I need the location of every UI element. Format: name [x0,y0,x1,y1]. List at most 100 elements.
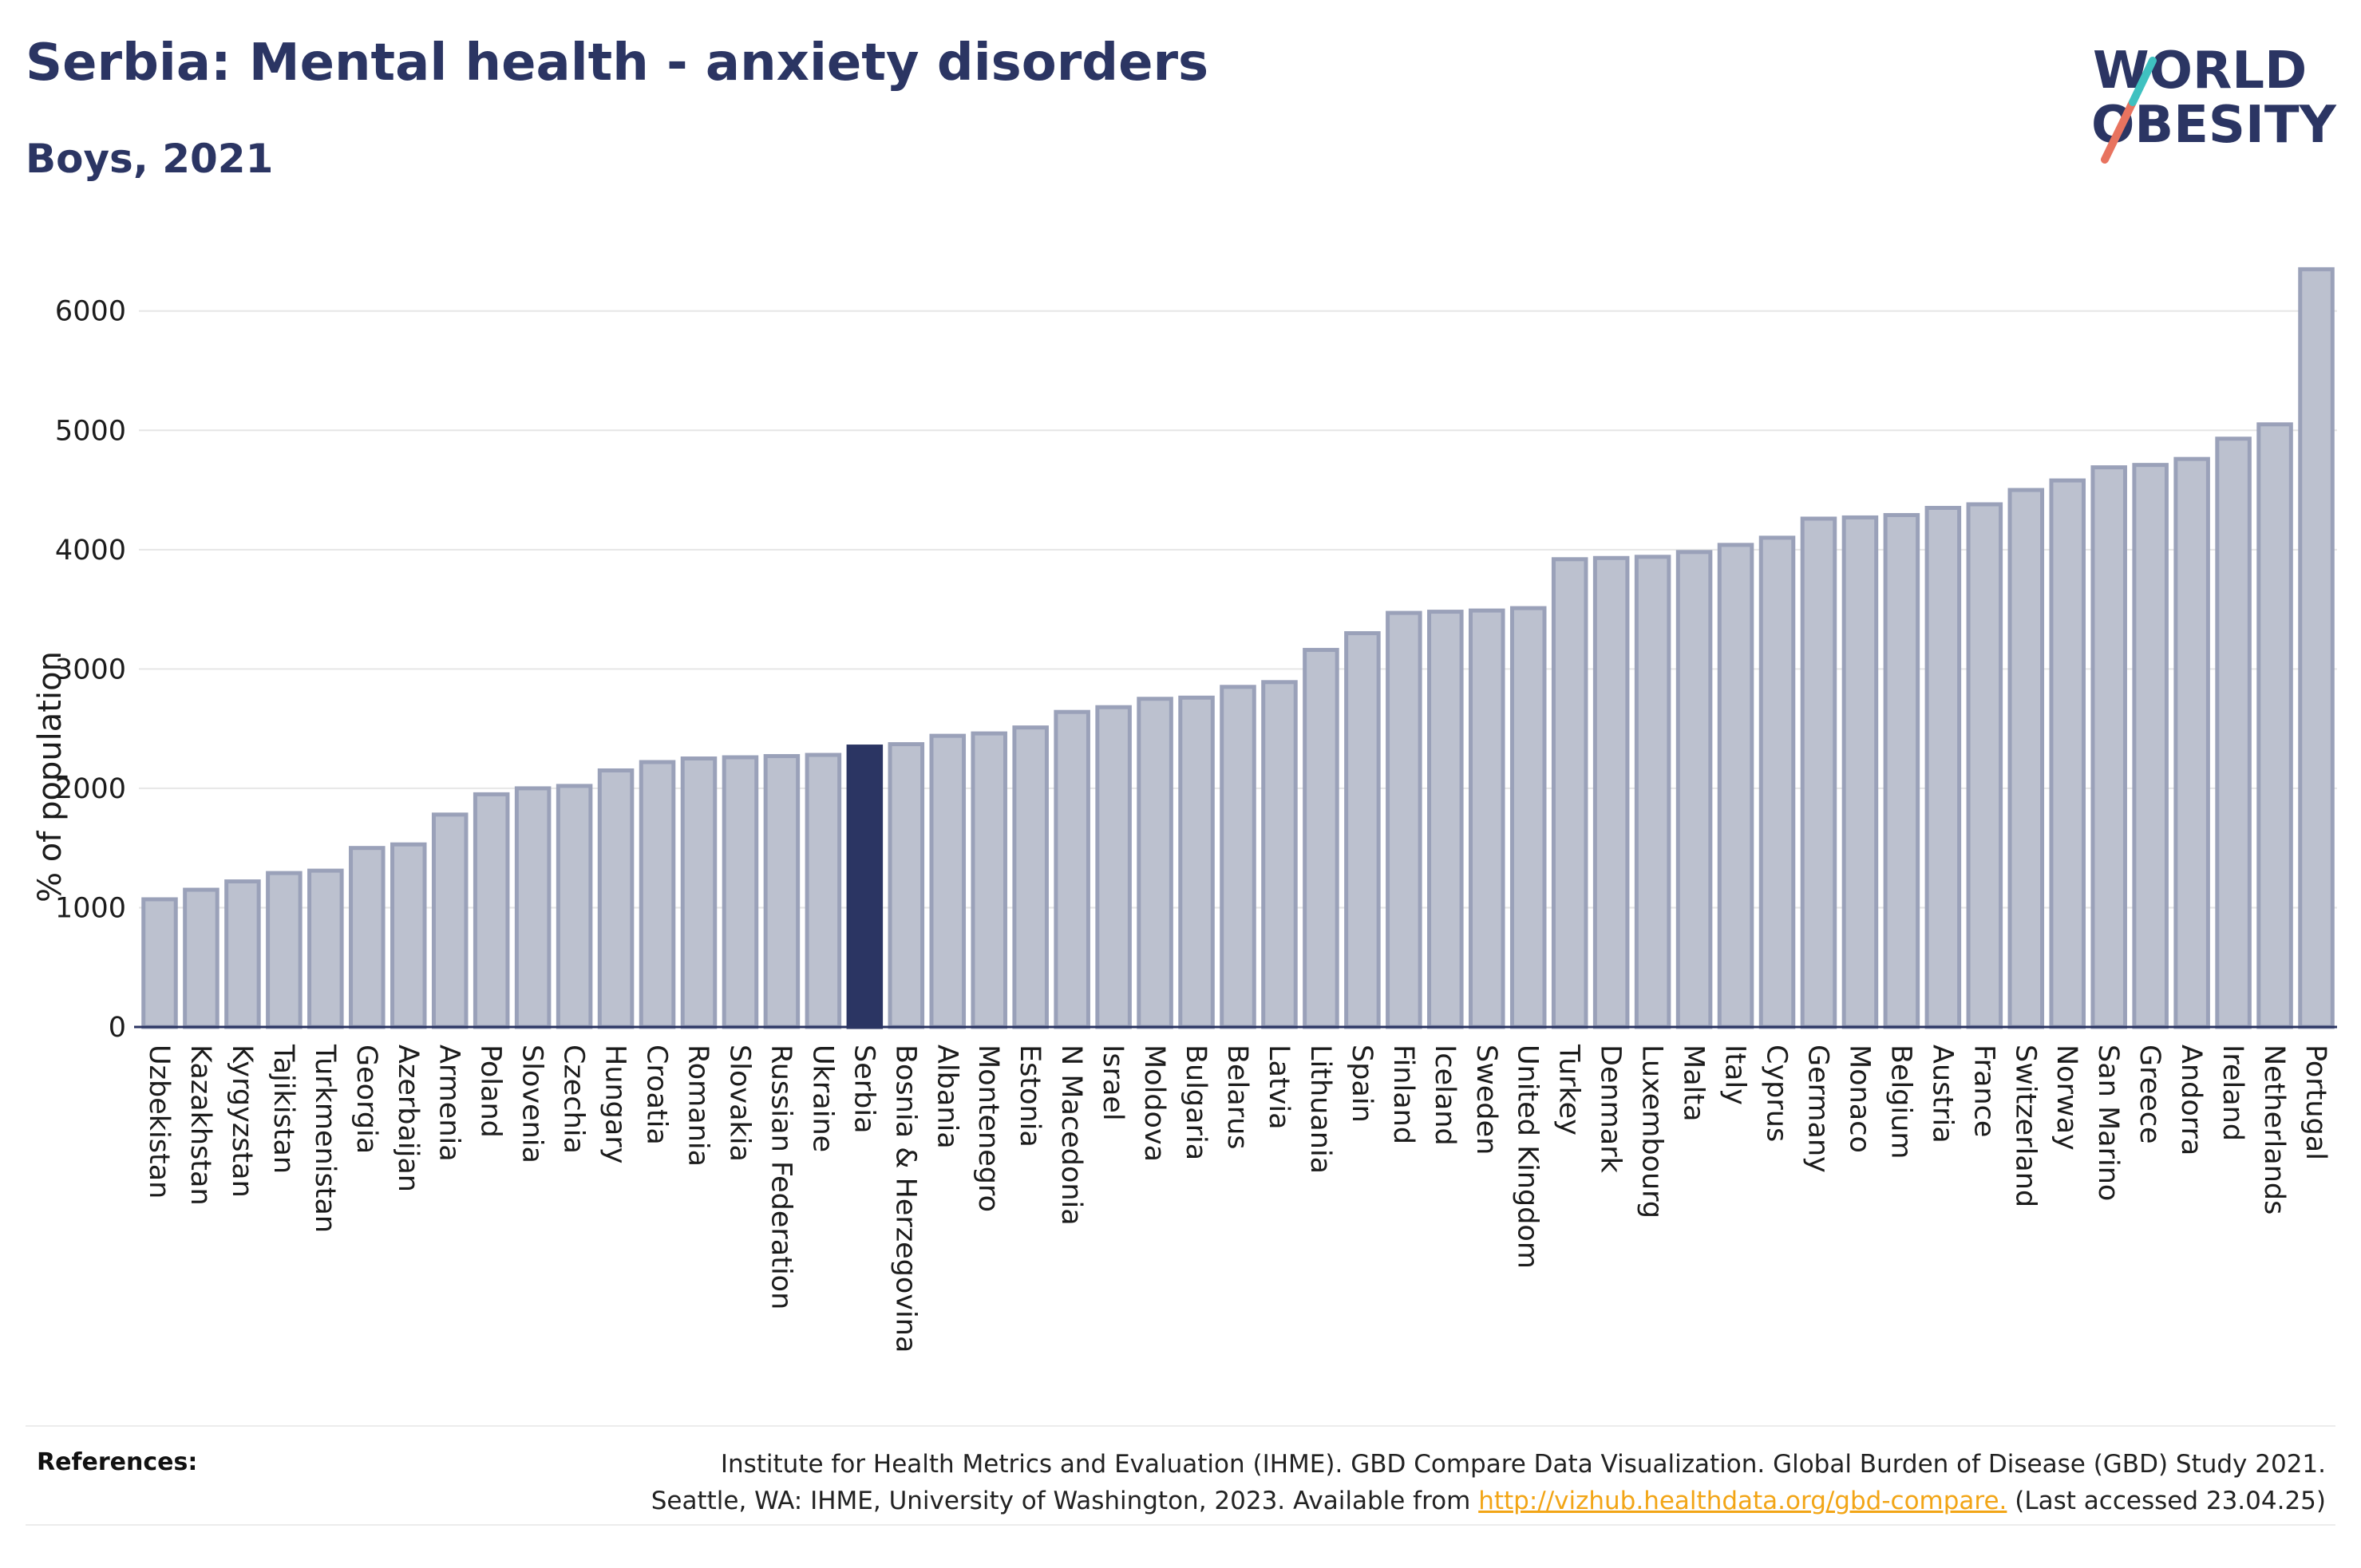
bar-finland [1386,610,1422,1029]
bar-montenegro [971,731,1007,1029]
bar-ukraine [805,752,842,1029]
bar-cyprus [1758,535,1796,1029]
x-tick-label: Bulgaria [1180,1045,1212,1160]
bar-luxembourg [1634,555,1671,1029]
bar-russian-federation [763,754,801,1029]
bar-albania [929,733,967,1029]
x-tick-label: Albania [931,1045,963,1149]
x-tick-label: Italy [1719,1045,1751,1105]
x-tick-label: Azerbaijan [392,1045,424,1192]
y-tick-label: 3000 [55,654,126,685]
x-tick-label: San Marino [2092,1045,2124,1201]
x-tick-label: Cyprus [1761,1045,1793,1142]
chart-subtitle: Boys, 2021 [26,136,274,182]
bar-portugal [2298,267,2335,1029]
x-tick-label: United Kingdom [1512,1045,1544,1269]
bar-netherlands [2256,422,2293,1029]
x-tick-label: Germany [1801,1045,1833,1173]
bar-bosnia-herzegovina [888,742,925,1029]
bar-israel [1095,705,1132,1029]
x-tick-label: Luxembourg [1636,1045,1668,1218]
y-tick-label: 6000 [55,296,126,328]
x-tick-label: Montenegro [972,1045,1004,1212]
bar-estonia [1012,725,1049,1029]
bar-belarus [1220,685,1256,1029]
bar-austria [1924,505,1962,1029]
x-tick-label: Lithuania [1304,1045,1336,1174]
x-tick-label: Russian Federation [765,1045,797,1309]
x-tick-label: Kazakhstan [184,1045,216,1206]
y-tick-label: 2000 [55,773,126,805]
bar-lithuania [1303,647,1339,1029]
bar-norway [2049,478,2086,1029]
references-line-2-suffix: (Last accessed 23.04.25) [2007,1487,2326,1515]
logo-line-world: WORLD [2093,41,2307,101]
bar-uzbekistan [141,897,178,1029]
logo-slash-teal [2129,57,2157,106]
x-tick-label: Armenia [433,1045,465,1162]
bar-poland [473,792,510,1029]
x-tick-label: Ireland [2217,1045,2248,1141]
x-tick-label: Belgium [1884,1045,1916,1159]
references-line-2-prefix: Seattle, WA: IHME, University of Washing… [651,1487,1479,1515]
bar-monaco [1841,515,1879,1029]
x-tick-label: Norway [2051,1045,2082,1151]
bar-czechia [556,784,593,1029]
x-tick-label: Slovakia [723,1045,755,1162]
x-tick-label: Latvia [1263,1045,1295,1130]
x-tick-label: Poland [475,1045,507,1138]
x-tick-label: Denmark [1595,1045,1627,1174]
bar-slovenia [514,786,552,1029]
bar-azerbaijan [390,842,427,1029]
references-line-2: Seattle, WA: IHME, University of Washing… [651,1483,2326,1519]
bar-n-macedonia [1054,709,1090,1029]
references-link[interactable]: http://vizhub.healthdata.org/gbd-compare… [1478,1487,2007,1515]
bar-croatia [639,760,676,1029]
x-tick-label: Slovenia [516,1045,548,1163]
x-tick-label: Spain [1346,1045,1378,1123]
bar-italy [1717,543,1754,1029]
bar-kazakhstan [183,887,219,1029]
chart-title: Serbia: Mental health - anxiety disorder… [26,34,1209,93]
bar-sweden [1469,608,1505,1029]
bar-turkmenistan [307,868,344,1029]
bar-malta [1675,550,1713,1029]
x-tick-label: Switzerland [2009,1045,2041,1207]
x-tick-label: Greece [2134,1045,2165,1144]
x-tick-label: Portugal [2300,1045,2331,1160]
bar-tajikistan [266,871,303,1029]
references-label: References: [37,1448,198,1476]
bar-bulgaria [1178,695,1215,1029]
bar-iceland [1427,610,1464,1029]
bars [141,267,2335,1029]
x-tick-label: Croatia [641,1045,673,1145]
x-tick-label: Bosnia & Herzegovina [889,1045,921,1353]
bar-chart: 0 1000 2000 3000 4000 5000 6000 Uzbekistan Kaza… [32,267,2337,1353]
bar-serbia [846,745,884,1029]
references-line-1: Institute for Health Metrics and Evaluat… [720,1450,2326,1479]
world-obesity-logo: WORLD OBESITY [2091,41,2336,164]
y-tick-label: 5000 [55,415,126,447]
x-tick-label: Serbia [848,1045,880,1134]
bar-kyrgyzstan [224,879,261,1029]
y-axis-ticks: 0 1000 2000 3000 4000 5000 6000 [55,296,126,1044]
bar-moldova [1137,697,1173,1029]
x-tick-label: Romania [682,1045,714,1167]
x-tick-label: Turkey [1553,1044,1585,1136]
x-tick-label: Moldova [1138,1045,1170,1162]
x-tick-label: Israel [1097,1045,1129,1121]
x-tick-label: Georgia [350,1045,382,1154]
x-tick-label: Uzbekistan [143,1045,175,1199]
x-tick-label: Malta [1678,1045,1710,1122]
x-tick-label: Andorra [2175,1045,2207,1155]
bar-belgium [1883,512,1920,1029]
x-tick-label: Sweden [1470,1045,1502,1155]
x-tick-label: Netherlands [2258,1045,2290,1215]
references-text: Institute for Health Metrics and Evaluat… [651,1446,2326,1519]
bar-armenia [431,812,469,1029]
bar-turkey [1551,557,1588,1029]
y-tick-label: 1000 [55,892,126,924]
bar-spain [1344,631,1381,1029]
bar-romania [680,756,718,1029]
x-tick-label: France [1968,1045,1999,1137]
